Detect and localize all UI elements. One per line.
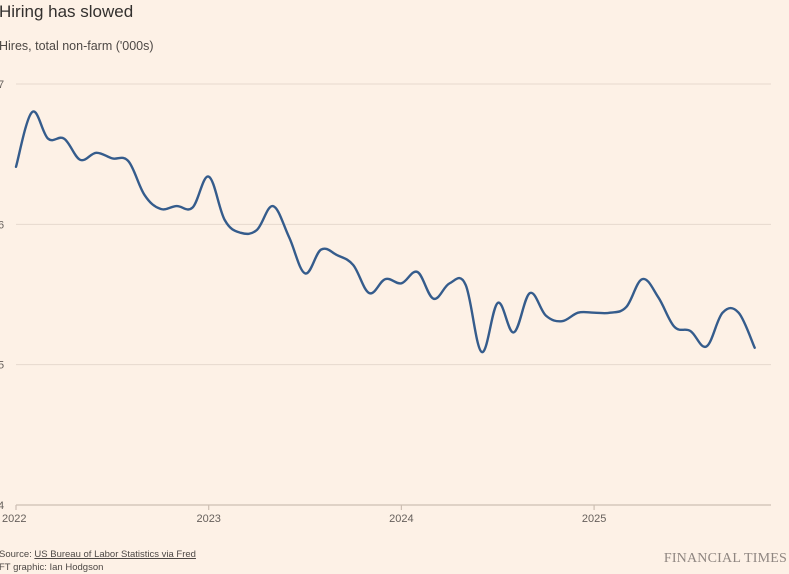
x-tick-label: 2022 [2,513,26,525]
y-tick-label: 7 [0,79,4,91]
series-layer [14,110,756,354]
x-tick-label: 2024 [389,513,413,525]
y-tick-label: 4 [0,500,4,512]
source-note: Source: US Bureau of Labor Statistics vi… [0,549,196,560]
gridlines [16,83,771,506]
source-prefix: Source: [0,549,35,560]
x-tick-label: 2023 [196,513,220,525]
chart-subtitle: Hires, total non-farm ('000s) [0,39,154,53]
y-tick-label: 6 [0,219,4,231]
source-link[interactable]: US Bureau of Labor Statistics via Fred [34,549,196,560]
y-axis-ticks: 4 5 6 7 [0,79,4,512]
series-line-hires [14,110,756,354]
x-tick-label: 2025 [582,513,606,525]
y-tick-label: 5 [0,360,4,372]
x-axis-ticks: 2022 2023 2024 2025 [2,505,606,525]
ft-logo: FINANCIAL TIMES [663,551,787,566]
graphic-credit: FT graphic: Ian Hodgson [0,562,104,573]
chart-title: Hiring has slowed [0,2,134,21]
